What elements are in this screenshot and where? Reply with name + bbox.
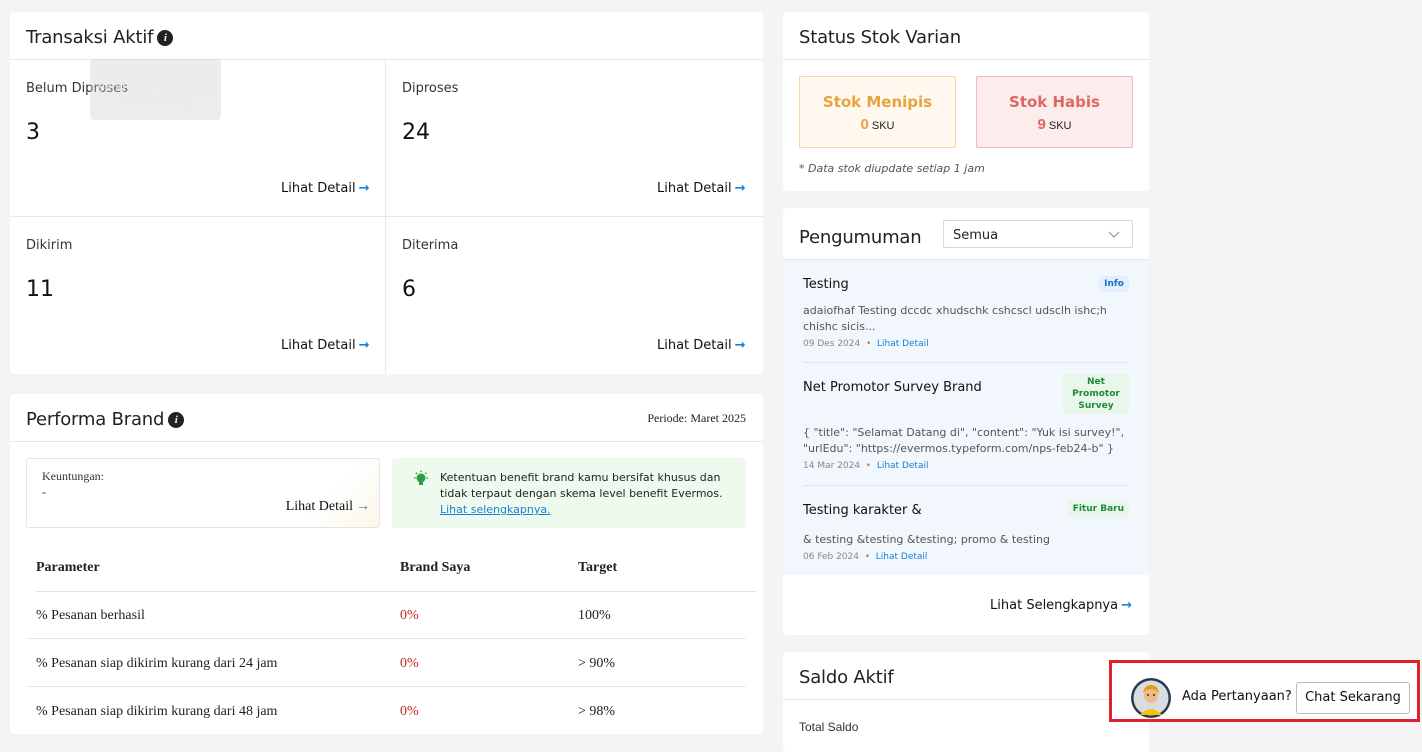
header-target: Target xyxy=(578,560,618,575)
pengumuman-title: Pengumuman xyxy=(799,227,922,248)
status-stok-card: Status Stok Varian Stok Menipis 0 SKU Sto… xyxy=(783,12,1149,191)
lihat-selengkapnya-link[interactable]: Lihat selengkapnya. xyxy=(440,503,551,516)
performa-brand-title: Performa Brand i xyxy=(26,409,185,430)
lihat-detail-link[interactable]: Lihat Detail xyxy=(877,339,929,349)
keuntungan-detail-link[interactable]: Lihat Detail → xyxy=(285,499,370,514)
diproses-detail-link[interactable]: Lihat Detail → xyxy=(657,181,746,196)
lightbulb-icon xyxy=(414,470,428,485)
periode-label: Periode: Maret 2025 xyxy=(647,411,746,425)
saldo-aktif-title: Saldo Aktif xyxy=(799,667,894,688)
list-item[interactable]: Testing Info adaiofhaf Testing dccdc xhu… xyxy=(803,276,1129,361)
stok-menipis-label: Stok Menipis xyxy=(822,93,933,111)
table-row: % Pesanan siap dikirim kurang dari 24 ja… xyxy=(26,639,746,687)
list-item[interactable]: Net Promotor Survey Brand Net Promotor S… xyxy=(803,374,1129,471)
chevron-down-icon xyxy=(1108,231,1120,238)
saldo-partial-label: Total Saldo xyxy=(799,720,859,734)
stok-update-note: * Data stok diupdate setiap 1 jam xyxy=(799,162,985,175)
stok-menipis-box[interactable]: Stok Menipis 0 SKU xyxy=(799,76,956,148)
lihat-detail-link[interactable]: Lihat Detail xyxy=(876,461,929,471)
keuntungan-label: Keuntungan: xyxy=(42,469,104,483)
benefit-notice-text: Ketentuan benefit brand kamu bersifat kh… xyxy=(440,471,723,516)
stat-label-dikirim: Dikirim xyxy=(26,238,73,253)
badge-nps: Net Promotor Survey xyxy=(1063,374,1129,414)
stat-value-belum-diproses: 3 xyxy=(26,120,40,145)
benefit-notice: Ketentuan benefit brand kamu bersifat kh… xyxy=(392,458,746,528)
badge-fitur-baru: Fitur Baru xyxy=(1067,501,1129,517)
arrow-right-icon: → xyxy=(356,499,370,514)
stat-value-dikirim: 11 xyxy=(26,277,54,302)
stok-habis-label: Stok Habis xyxy=(1009,93,1100,111)
stat-value-diterima: 6 xyxy=(402,277,416,302)
chat-sekarang-button[interactable]: Chat Sekarang xyxy=(1296,682,1410,714)
list-item[interactable]: Testing karakter & Fitur Baru & testing … xyxy=(803,501,1129,572)
transaksi-aktif-title: Transaksi Aktif i xyxy=(26,27,174,48)
arrow-right-icon: → xyxy=(358,181,370,196)
info-icon[interactable]: i xyxy=(157,30,174,46)
info-tooltip: Rangkuman transaksi yang saat ini sedang… xyxy=(90,59,221,120)
stok-menipis-value: 0 xyxy=(860,116,869,133)
info-icon[interactable]: i xyxy=(168,412,185,428)
badge-info: Info xyxy=(1099,276,1129,292)
header-parameter: Parameter xyxy=(36,560,100,575)
table-row: % Pesanan berhasil 0% 100% xyxy=(26,591,746,639)
table-header: Parameter Brand Saya Target xyxy=(36,554,756,592)
stat-label-diterima: Diterima xyxy=(402,238,459,253)
performa-brand-card: Performa Brand i Periode: Maret 2025 Keun… xyxy=(10,394,763,734)
stok-habis-box[interactable]: Stok Habis 9 SKU xyxy=(976,76,1133,148)
status-stok-title: Status Stok Varian xyxy=(799,27,961,48)
saldo-aktif-card: Saldo Aktif Total Saldo xyxy=(783,652,1149,752)
stat-label-diproses: Diproses xyxy=(402,81,459,96)
arrow-right-icon: → xyxy=(734,181,746,196)
stat-label-belum-diproses: Belum Diproses xyxy=(26,81,128,96)
stat-value-diproses: 24 xyxy=(402,120,430,145)
transaksi-aktif-card: Transaksi Aktif i Belum Diproses 3 Lihat … xyxy=(10,12,763,374)
header-brand-saya: Brand Saya xyxy=(400,560,471,575)
pengumuman-filter-select[interactable]: Semua xyxy=(943,220,1133,248)
support-avatar-icon xyxy=(1131,678,1171,718)
chat-question: Ada Pertanyaan? xyxy=(1182,689,1292,704)
keuntungan-value: - xyxy=(42,485,46,499)
arrow-right-icon: → xyxy=(358,338,370,353)
diterima-detail-link[interactable]: Lihat Detail → xyxy=(657,338,746,353)
belum-diproses-detail-link[interactable]: Lihat Detail → xyxy=(281,181,370,196)
dikirim-detail-link[interactable]: Lihat Detail → xyxy=(281,338,370,353)
pengumuman-card: Pengumuman Semua Testing Info adaiofhaf … xyxy=(783,208,1149,635)
arrow-right-icon: → xyxy=(1121,598,1132,613)
lihat-selengkapnya-button[interactable]: Lihat Selengkapnya → xyxy=(990,598,1132,613)
stok-habis-value: 9 xyxy=(1037,116,1046,133)
lihat-detail-link[interactable]: Lihat Detail xyxy=(875,552,928,562)
arrow-right-icon: → xyxy=(734,338,746,353)
chat-widget: Ada Pertanyaan? Chat Sekarang xyxy=(1109,660,1420,722)
filter-selected-value: Semua xyxy=(953,228,999,243)
keuntungan-box: Keuntungan: - Lihat Detail → xyxy=(26,458,380,528)
pengumuman-list: Testing Info adaiofhaf Testing dccdc xhu… xyxy=(783,260,1149,575)
table-row: % Pesanan siap dikirim kurang dari 48 ja… xyxy=(36,704,616,719)
